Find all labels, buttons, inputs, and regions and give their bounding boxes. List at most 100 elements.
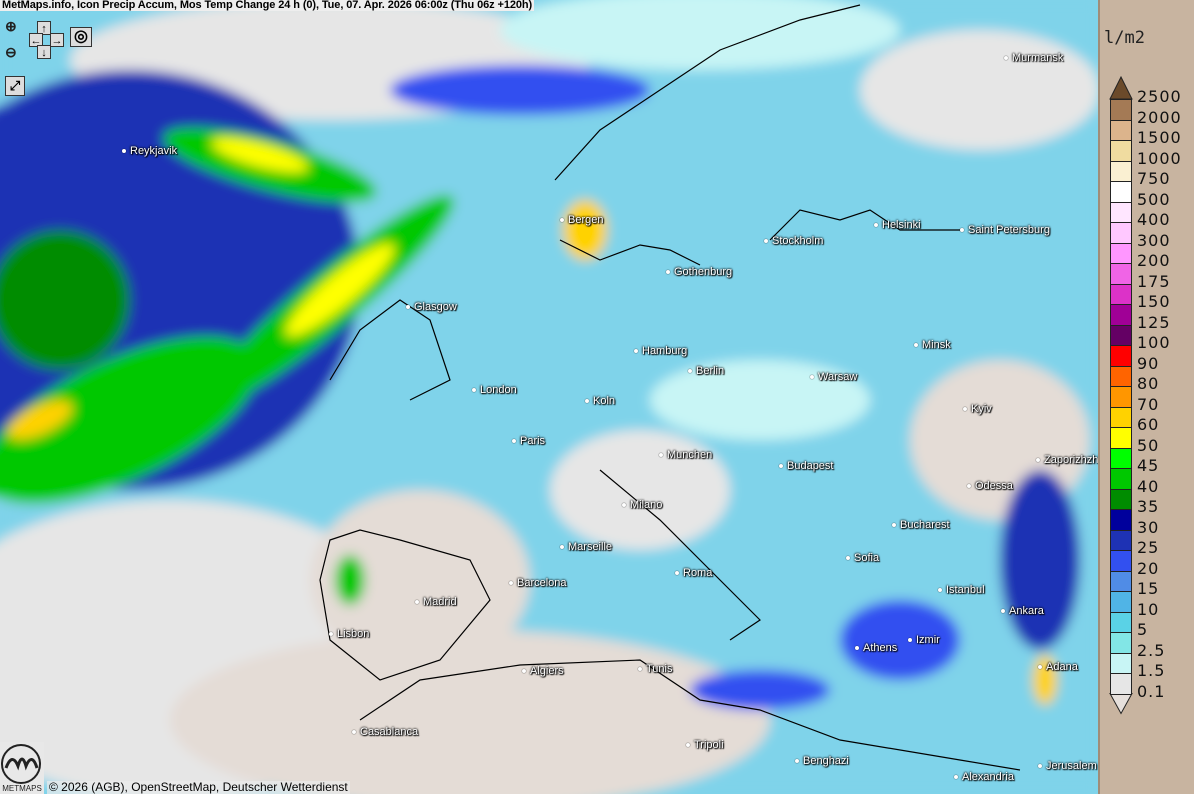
city-dot — [954, 775, 958, 780]
copyright-notice: © 2026 (AGB), OpenStreetMap, Deutscher W… — [47, 780, 350, 794]
city-dot — [560, 218, 564, 223]
camera-icon[interactable]: ◎ — [70, 27, 92, 47]
city-name: Warsaw — [818, 371, 858, 383]
city-name: Glasgow — [414, 301, 457, 313]
city-dot — [585, 399, 589, 404]
city-label-bucharest: Bucharest — [892, 519, 950, 531]
city-name: Berlin — [696, 365, 725, 377]
city-dot — [1038, 764, 1042, 769]
city-label-casablanca: Casablanca — [352, 726, 418, 738]
city-label-madrid: Madrid — [415, 596, 457, 608]
city-label-stockholm: Stockholm — [764, 235, 823, 247]
city-dot — [406, 305, 410, 310]
city-dot — [509, 581, 513, 586]
city-dot — [810, 375, 814, 380]
legend-swatch — [1110, 652, 1132, 674]
city-name: Tripoli — [694, 739, 724, 751]
city-label-koln: Koln — [585, 395, 615, 407]
legend-label: 2500 — [1137, 87, 1182, 106]
city-dot — [329, 632, 333, 637]
city-dot — [938, 588, 942, 593]
city-dot — [795, 759, 799, 764]
legend-swatch — [1110, 550, 1132, 572]
legend-swatch — [1110, 447, 1132, 469]
legend-swatch — [1110, 324, 1132, 346]
city-name: Odessa — [975, 480, 1013, 492]
legend-swatch — [1110, 673, 1132, 695]
city-name: London — [480, 384, 517, 396]
city-name: Budapest — [787, 460, 834, 472]
city-label-roma: Roma — [675, 567, 712, 579]
pan-left-button[interactable]: ← — [29, 33, 43, 47]
city-label-istanbul: Istanbul — [938, 584, 985, 596]
legend-swatch — [1110, 283, 1132, 305]
legend-label: 0.1 — [1137, 681, 1166, 701]
legend-label: 60 — [1137, 415, 1160, 434]
legend-label: 300 — [1137, 230, 1171, 250]
fullscreen-icon[interactable]: ⤢ — [5, 76, 25, 96]
legend-swatch — [1110, 427, 1132, 449]
city-label-paris: Paris — [512, 435, 545, 447]
legend-swatch — [1110, 242, 1132, 264]
city-label-saint-petersburg: Saint Petersburg — [960, 224, 1050, 236]
legend-label: 50 — [1137, 435, 1160, 455]
svg-text:METMAPS: METMAPS — [2, 784, 42, 793]
zoom-in-icon[interactable]: ⊕ — [5, 18, 17, 34]
city-dot — [846, 556, 850, 561]
legend-swatch — [1110, 611, 1132, 633]
city-dot — [914, 343, 918, 348]
city-label-tunis: Tunis — [638, 663, 673, 675]
city-label-marseille: Marseille — [560, 541, 612, 553]
legend-swatch — [1110, 591, 1132, 613]
city-name: Jerusalem — [1046, 760, 1097, 772]
legend-label: 10 — [1137, 599, 1160, 619]
city-dot — [686, 743, 690, 748]
city-name: Sofia — [854, 552, 880, 564]
city-label-gothenburg: Gothenburg — [666, 266, 732, 278]
legend-swatch — [1110, 160, 1132, 182]
city-dot — [675, 571, 679, 576]
legend-swatch — [1110, 468, 1132, 490]
city-dot — [688, 369, 692, 374]
city-label-ankara: Ankara — [1001, 605, 1044, 617]
legend-swatch — [1110, 509, 1132, 531]
city-name: Benghazi — [803, 755, 849, 767]
pan-up-button[interactable]: ↑ — [37, 21, 51, 35]
legend-label: 5 — [1137, 620, 1149, 639]
city-dot — [1004, 56, 1008, 61]
legend-label: 1500 — [1137, 128, 1182, 147]
city-name: Roma — [683, 567, 713, 579]
legend-unit: l/m2 — [1104, 28, 1145, 48]
legend-label: 125 — [1137, 312, 1171, 332]
city-name: Istanbul — [946, 584, 985, 596]
legend-swatch — [1110, 140, 1132, 162]
pan-right-button[interactable]: → — [50, 33, 64, 47]
legend-label: 500 — [1137, 189, 1171, 209]
precipitation-map[interactable]: MetMaps.info, Icon Precip Accum, Mos Tem… — [0, 0, 1098, 794]
city-label-kyiv: Kyiv — [963, 403, 992, 415]
coastlines — [319, 4, 1021, 771]
city-label-hamburg: Hamburg — [634, 345, 687, 357]
legend-swatch — [1110, 222, 1132, 244]
city-dot — [779, 464, 783, 469]
city-dot — [560, 545, 564, 550]
zoom-out-icon[interactable]: ⊖ — [5, 44, 17, 60]
legend-swatch — [1110, 386, 1132, 408]
city-name: Helsinki — [882, 219, 921, 231]
city-dot — [415, 600, 419, 605]
city-dot — [855, 646, 859, 651]
city-name: Koln — [593, 395, 616, 407]
city-label-sofia: Sofia — [846, 552, 879, 564]
city-dot — [963, 407, 967, 412]
city-name: Alexandria — [962, 771, 1014, 783]
city-name: Athens — [863, 642, 898, 654]
pan-down-button[interactable]: ↓ — [37, 45, 51, 59]
city-dot — [892, 523, 896, 528]
city-label-barcelona: Barcelona — [509, 577, 567, 589]
city-dot — [666, 270, 670, 275]
city-name: Ankara — [1009, 605, 1044, 617]
city-label-lisbon: Lisbon — [329, 628, 369, 640]
legend-label: 400 — [1137, 210, 1171, 229]
city-name: Marseille — [568, 541, 613, 553]
legend-swatch — [1110, 632, 1132, 654]
